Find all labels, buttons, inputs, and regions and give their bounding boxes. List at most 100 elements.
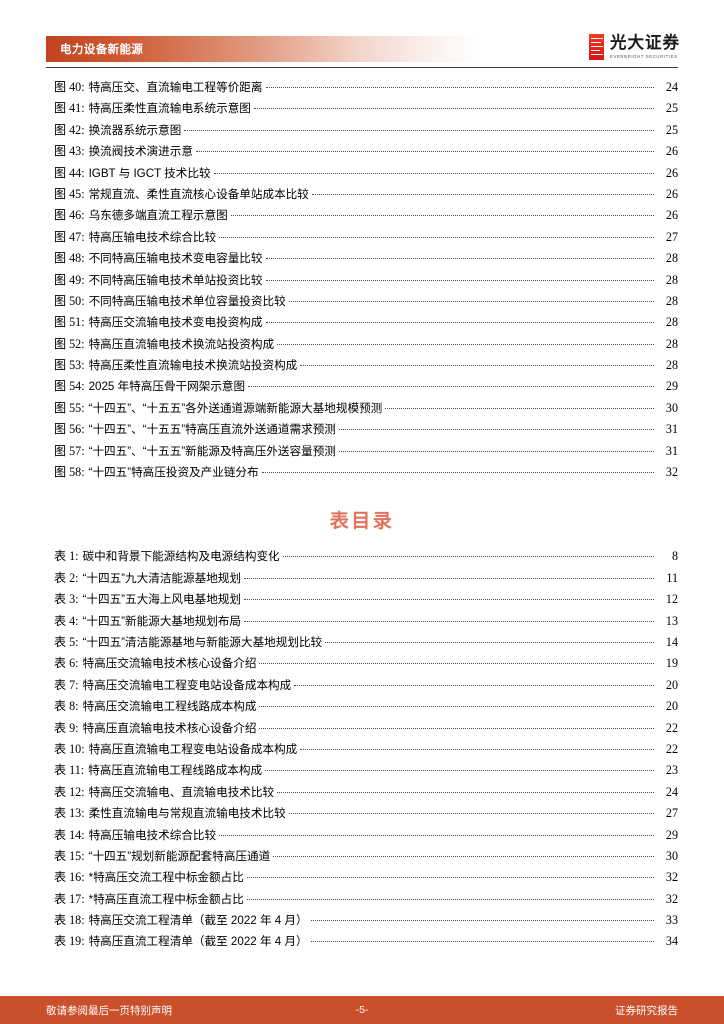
- table-toc-entry[interactable]: 表 13: 柔性直流输电与常规直流输电技术比较 27: [0, 804, 724, 825]
- toc-entry-title: 特高压柔性直流输电技术换流站投资构成: [88, 359, 298, 373]
- toc-entry-page-number: 32: [665, 870, 678, 885]
- table-toc-entry[interactable]: 表 16: *特高压交流工程中标金额占比 32: [0, 868, 724, 889]
- toc-entry-label: 表 4:: [54, 613, 79, 628]
- toc-leader-dots: [265, 79, 655, 91]
- figure-toc-entry[interactable]: 图 49: 不同特高压输电技术单站投资比较 28: [0, 271, 724, 292]
- table-toc-entry[interactable]: 表 15: “十四五”规划新能源配套特高压通道 30: [0, 847, 724, 868]
- toc-entry-label: 表 6:: [54, 656, 79, 671]
- toc-entry-page-number: 28: [665, 293, 678, 308]
- figure-toc-entry[interactable]: 图 55: “十四五”、“十五五”各外送通道源端新能源大基地规模预测 30: [0, 399, 724, 420]
- toc-entry-page-number: 13: [665, 613, 678, 628]
- table-toc-entry[interactable]: 表 7: 特高压交流输电工程变电站设备成本构成 20: [0, 676, 724, 697]
- figure-toc-entry[interactable]: 图 54: 2025 年特高压骨干网架示意图 29: [0, 377, 724, 398]
- toc-entry-title: 特高压直流工程清单（截至 2022 年 4 月）: [88, 935, 308, 949]
- toc-entry-title: 常规直流、柔性直流核心设备单站成本比较: [88, 187, 309, 201]
- header-category-label: 电力设备新能源: [60, 44, 144, 56]
- toc-entry-title: IGBT 与 IGCT 技术比较: [88, 166, 211, 180]
- toc-entry-title: 特高压交、直流输电工程等价距离: [88, 81, 263, 94]
- toc-entry-title: 特高压交流输电技术变电投资构成: [88, 316, 263, 330]
- toc-entry-title: 特高压柔性直流输电系统示意图: [88, 102, 251, 116]
- figure-toc-entry[interactable]: 图 48: 不同特高压输电技术变电容量比较 28: [0, 249, 724, 270]
- figure-toc-entry[interactable]: 图 50: 不同特高压输电技术单位容量投资比较 28: [0, 292, 724, 313]
- toc-leader-dots: [310, 933, 654, 945]
- figure-toc-entry[interactable]: 图 57: “十四五”、“十五五”新能源及特高压外送容量预测 31: [0, 442, 724, 463]
- toc-leader-dots: [265, 250, 655, 262]
- toc-leader-dots: [243, 591, 654, 603]
- table-toc-entry[interactable]: 表 5: “十四五”清洁能源基地与新能源大基地规划比较 14: [0, 633, 724, 654]
- table-toc-entry[interactable]: 表 6: 特高压交流输电技术核心设备介绍 19: [0, 654, 724, 675]
- toc-leader-dots: [265, 314, 655, 326]
- table-toc-entry[interactable]: 表 19: 特高压直流工程清单（截至 2022 年 4 月） 34: [0, 932, 724, 953]
- toc-entry-label: 图 44:: [54, 165, 85, 180]
- table-toc-entry[interactable]: 表 12: 特高压交流输电、直流输电技术比较 24: [0, 783, 724, 804]
- figure-toc-entry[interactable]: 图 44: IGBT 与 IGCT 技术比较 26: [0, 164, 724, 185]
- figure-toc-entry[interactable]: 图 42: 换流器系统示意图 25: [0, 121, 724, 142]
- toc-entry-page-number: 11: [666, 570, 678, 585]
- table-toc-entry[interactable]: 表 3: “十四五”五大海上风电基地规划 12: [0, 590, 724, 611]
- toc-entry-label: 图 42:: [54, 122, 85, 137]
- figure-toc-entry[interactable]: 图 43: 换流阀技术演进示意 26: [0, 142, 724, 163]
- toc-entry-page-number: 26: [665, 186, 678, 201]
- toc-entry-title: 换流器系统示意图: [88, 123, 182, 137]
- toc-entry-page-number: 31: [665, 422, 678, 437]
- table-toc-entry[interactable]: 表 17: *特高压直流工程中标金额占比 32: [0, 890, 724, 911]
- figure-toc-entry[interactable]: 图 41: 特高压柔性直流输电系统示意图 25: [0, 99, 724, 120]
- table-toc-entry[interactable]: 表 10: 特高压直流输电工程变电站设备成本构成 22: [0, 740, 724, 761]
- toc-entry-title: “十四五”、“十五五”特高压直流外送通道需求预测: [88, 423, 336, 437]
- toc-entry-title: 不同特高压输电技术单位容量投资比较: [88, 294, 286, 308]
- toc-entry-title: 不同特高压输电技术变电容量比较: [88, 252, 263, 266]
- brand-logo-text: 光大证券 EVERBRIGHT SECURITIES: [610, 34, 680, 59]
- toc-entry-title: 特高压交流输电技术核心设备介绍: [82, 657, 257, 671]
- toc-entry-page-number: 30: [665, 400, 678, 415]
- figure-toc-entry[interactable]: 图 47: 特高压输电技术综合比较 27: [0, 228, 724, 249]
- toc-entry-title: “十四五”规划新能源配套特高压通道: [88, 849, 271, 863]
- toc-entry-label: 表 3:: [54, 592, 79, 607]
- toc-entry-title: “十四五”清洁能源基地与新能源大基地规划比较: [82, 635, 323, 649]
- table-toc-entry[interactable]: 表 14: 特高压输电技术综合比较 29: [0, 826, 724, 847]
- toc-leader-dots: [253, 100, 654, 112]
- toc-entry-page-number: 31: [665, 443, 678, 458]
- toc-leader-dots: [259, 720, 654, 732]
- figure-toc-entry[interactable]: 图 40: 特高压交、直流输电工程等价距离 24: [0, 78, 724, 99]
- toc-leader-dots: [338, 421, 654, 433]
- figure-toc-entry[interactable]: 图 45: 常规直流、柔性直流核心设备单站成本比较 26: [0, 185, 724, 206]
- toc-entry-label: 图 40:: [54, 80, 85, 94]
- table-toc-entry[interactable]: 表 11: 特高压直流输电工程线路成本构成 23: [0, 761, 724, 782]
- toc-leader-dots: [265, 762, 654, 774]
- figure-toc-entry[interactable]: 图 51: 特高压交流输电技术变电投资构成 28: [0, 313, 724, 334]
- toc-entry-page-number: 28: [665, 272, 678, 287]
- toc-leader-dots: [310, 912, 654, 924]
- figure-toc-entry[interactable]: 图 53: 特高压柔性直流输电技术换流站投资构成 28: [0, 356, 724, 377]
- toc-entry-label: 图 58:: [54, 465, 85, 480]
- toc-leader-dots: [261, 464, 654, 476]
- figure-toc-entry[interactable]: 图 56: “十四五”、“十五五”特高压直流外送通道需求预测 31: [0, 420, 724, 441]
- toc-entry-label: 表 13:: [54, 806, 85, 821]
- toc-entry-page-number: 26: [665, 208, 678, 223]
- table-toc-entry[interactable]: 表 2: “十四五”九大清洁能源基地规划 11: [0, 569, 724, 590]
- toc-entry-title: “十四五”、“十五五”新能源及特高压外送容量预测: [88, 444, 336, 458]
- toc-entry-label: 表 7:: [54, 677, 79, 692]
- table-toc-entry[interactable]: 表 1: 碳中和背景下能源结构及电源结构变化 8: [0, 547, 724, 568]
- toc-entry-page-number: 29: [665, 379, 678, 394]
- toc-entry-label: 表 15:: [54, 848, 85, 863]
- toc-entry-title: 特高压交流工程清单（截至 2022 年 4 月）: [88, 914, 308, 928]
- toc-entry-title: “十四五”、“十五五”各外送通道源端新能源大基地规模预测: [88, 401, 383, 415]
- table-toc-entry[interactable]: 表 9: 特高压直流输电技术核心设备介绍 22: [0, 719, 724, 740]
- figure-toc-entry[interactable]: 图 52: 特高压直流输电技术换流站投资构成 28: [0, 335, 724, 356]
- header-category-bar: 电力设备新能源: [46, 36, 482, 62]
- toc-leader-dots: [265, 272, 655, 284]
- toc-entry-label: 图 47:: [54, 229, 85, 244]
- toc-leader-dots: [300, 357, 654, 369]
- toc-entry-page-number: 28: [665, 336, 678, 351]
- table-toc-list: 表 1: 碳中和背景下能源结构及电源结构变化 8 表 2: “十四五”九大清洁能源基地规…: [0, 547, 724, 953]
- figure-toc-entry[interactable]: 图 46: 乌东德多端直流工程示意图 26: [0, 206, 724, 227]
- table-toc-entry[interactable]: 表 8: 特高压交流输电工程线路成本构成 20: [0, 697, 724, 718]
- figure-toc-entry[interactable]: 图 58: “十四五”特高压投资及产业链分布 32: [0, 463, 724, 484]
- toc-entry-page-number: 26: [665, 144, 678, 159]
- toc-entry-page-number: 29: [665, 827, 678, 842]
- toc-entry-label: 表 2:: [54, 570, 79, 585]
- toc-entry-label: 图 45:: [54, 186, 85, 201]
- toc-entry-page-number: 28: [665, 315, 678, 330]
- table-toc-entry[interactable]: 表 4: “十四五”新能源大基地规划布局 13: [0, 612, 724, 633]
- table-toc-entry[interactable]: 表 18: 特高压交流工程清单（截至 2022 年 4 月） 33: [0, 911, 724, 932]
